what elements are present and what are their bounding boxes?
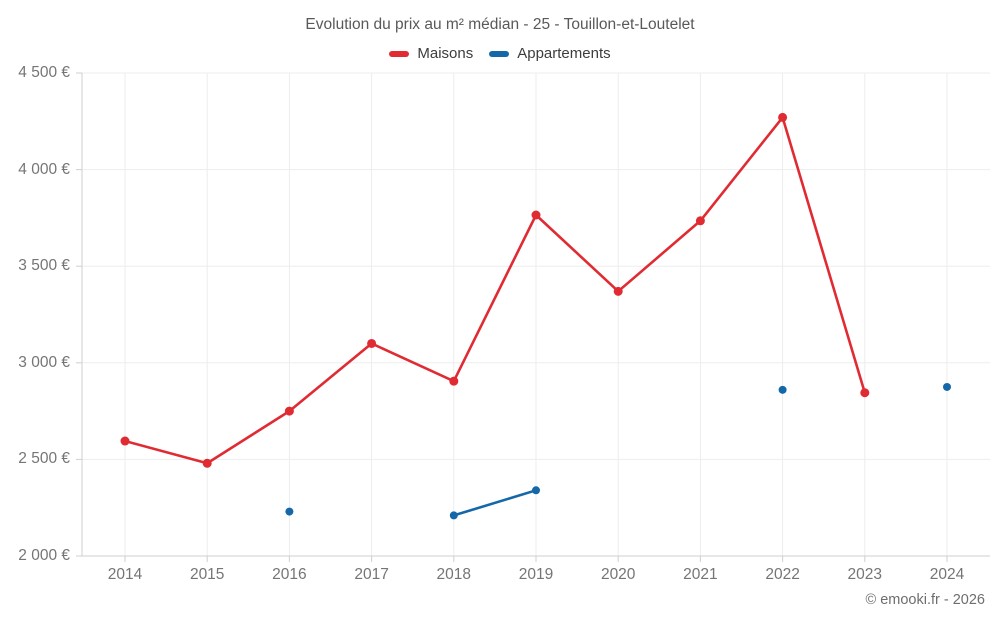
maisons-line-segment <box>534 213 620 293</box>
x-axis-label: 2021 <box>683 566 718 583</box>
maisons-line-segment <box>370 342 456 383</box>
maisons-point-2017[interactable] <box>367 338 377 348</box>
x-axis-label: 2017 <box>354 566 389 583</box>
maisons-line-segment <box>616 219 702 293</box>
legend-label: Maisons <box>417 45 474 62</box>
y-axis-label: 4 000 € <box>18 160 70 178</box>
maisons-point-2022[interactable] <box>778 112 788 122</box>
maisons-legend-marker-icon <box>389 50 410 57</box>
maisons-point-2020[interactable] <box>613 286 623 296</box>
legend-item-appartements[interactable]: Appartements <box>489 45 611 62</box>
appartements-point-2018[interactable] <box>449 511 458 520</box>
legend-item-maisons[interactable]: Maisons <box>389 45 473 62</box>
x-axis-label: 2020 <box>600 566 636 583</box>
maisons-line-segment <box>123 439 209 465</box>
y-axis-label: 3 000 € <box>18 353 70 371</box>
appartements-point-2024[interactable] <box>943 382 951 391</box>
x-axis-label: 2024 <box>929 566 965 583</box>
maisons-line-segment <box>699 116 784 223</box>
x-axis-label: 2019 <box>518 566 554 583</box>
y-axis-label: 2 500 € <box>18 450 70 468</box>
maisons-point-2016[interactable] <box>284 406 294 416</box>
x-axis-label: 2023 <box>847 566 883 583</box>
appartements-point-2022[interactable] <box>778 385 787 394</box>
maisons-line-segment <box>781 116 867 395</box>
maisons-point-2018[interactable] <box>449 376 459 386</box>
y-axis-label: 4 500 € <box>18 64 70 81</box>
y-axis-label: 3 500 € <box>18 257 70 275</box>
x-axis-label: 2016 <box>272 566 307 583</box>
maisons-point-2023[interactable] <box>860 388 870 398</box>
legend-label: Appartements <box>517 45 611 62</box>
appartements-point-2016[interactable] <box>285 507 294 516</box>
watermark-credit: © emooki.fr - 2026 <box>865 592 985 608</box>
legend: Maisons Appartements <box>0 45 1000 62</box>
appartements-legend-marker-icon <box>489 50 510 57</box>
maisons-point-2019[interactable] <box>531 210 541 220</box>
x-axis-label: 2018 <box>436 566 472 583</box>
appartements-point-2019[interactable] <box>532 486 540 495</box>
maisons-line-segment <box>205 409 291 465</box>
y-axis-label: 2 000 € <box>18 547 70 564</box>
chart-title: Evolution du prix au m² médian - 25 - To… <box>305 16 695 33</box>
maisons-point-2014[interactable] <box>120 436 130 446</box>
x-axis-label: 2022 <box>765 566 800 583</box>
x-axis-label: 2015 <box>189 566 225 583</box>
maisons-line-segment <box>452 213 538 383</box>
maisons-point-2021[interactable] <box>695 216 705 226</box>
x-axis-label: 2014 <box>107 566 143 583</box>
maisons-line-segment <box>288 342 373 413</box>
maisons-point-2015[interactable] <box>202 458 212 468</box>
appartements-line-segment <box>452 489 538 517</box>
